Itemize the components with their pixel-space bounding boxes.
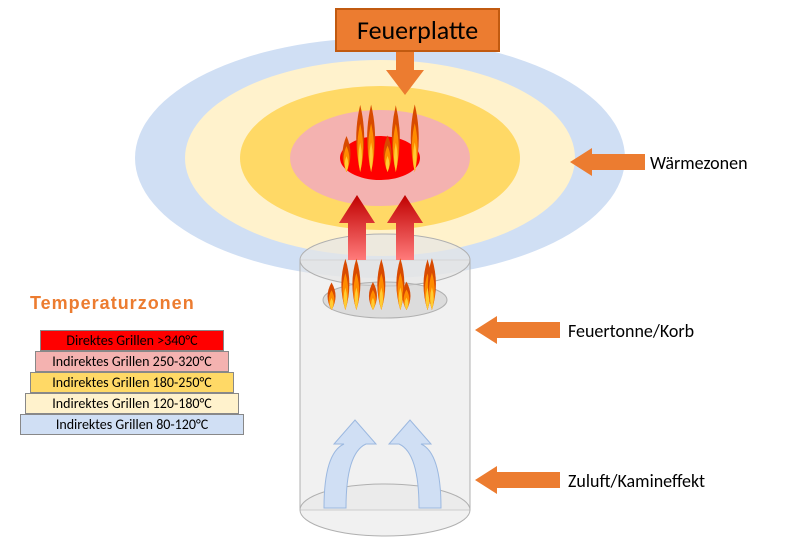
legend-row: Indirektes Grillen 120-180°C [25,393,239,414]
label-barrel: Feuertonne/Korb [568,320,694,342]
label-zones: Wärmezonen [650,152,748,174]
legend-row: Direktes Grillen >340°C [40,330,224,351]
legend-row: Indirektes Grillen 180-250°C [30,372,234,393]
title-box: Feuerplatte [335,8,500,52]
temp-title: Temperaturzonen [30,293,195,314]
label-air: Zuluft/Kamineffekt [568,470,705,492]
legend: Direktes Grillen >340°CIndirektes Grille… [20,330,244,435]
legend-row: Indirektes Grillen 250-320°C [35,351,229,372]
legend-row: Indirektes Grillen 80-120°C [20,414,244,435]
title-text: Feuerplatte [357,14,478,46]
